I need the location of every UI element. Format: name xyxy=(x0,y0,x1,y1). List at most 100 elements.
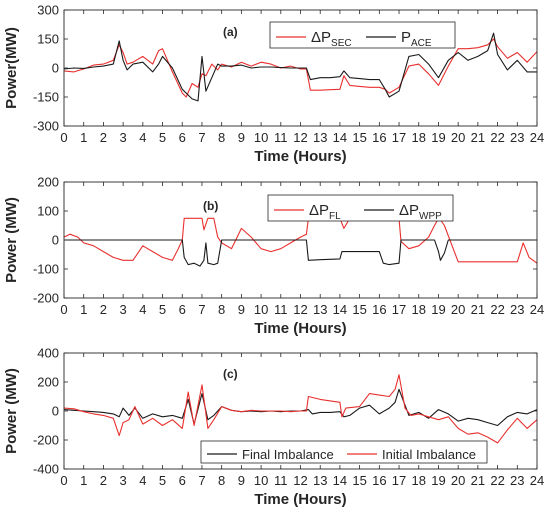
y-tick-label: 200 xyxy=(37,375,59,390)
x-tick-label: 3 xyxy=(120,473,127,488)
x-tick-label: 0 xyxy=(60,302,67,317)
x-tick-label: 6 xyxy=(179,473,186,488)
x-tick-label: 9 xyxy=(238,130,245,145)
x-tick-label: 23 xyxy=(510,302,524,317)
x-tick-label: 22 xyxy=(490,302,504,317)
x-tick-label: 10 xyxy=(254,130,268,145)
series-line--p-wpp xyxy=(64,239,537,267)
legend-entry-label: Final Imbalance xyxy=(242,447,334,462)
legend-entry-label: ΔPWPP xyxy=(399,202,442,222)
x-axis-label: Time (Hours) xyxy=(254,320,346,337)
chart-panel-1: 0 1 2 3 4 5 6 7 8 9 10 11 12 13 14 15 16 17 18 19 20 21 22 23 24… xyxy=(3,3,544,166)
x-tick-label: 11 xyxy=(274,130,288,145)
x-tick-label: 5 xyxy=(159,302,166,317)
y-axis-label: Power (MW) xyxy=(3,197,20,283)
x-tick-label: 17 xyxy=(392,302,406,317)
x-tick-label: 3 xyxy=(120,130,127,145)
x-tick-label: 24 xyxy=(530,473,544,488)
x-tick-label: 15 xyxy=(352,130,366,145)
x-tick-label: 5 xyxy=(159,130,166,145)
x-tick-label: 15 xyxy=(352,302,366,317)
x-tick-label: 4 xyxy=(139,130,146,145)
x-tick-label: 22 xyxy=(490,473,504,488)
x-tick-label: 23 xyxy=(510,130,524,145)
x-tick-label: 12 xyxy=(293,302,307,317)
x-tick-label: 17 xyxy=(392,473,406,488)
chart-panel-3: 0 1 2 3 4 5 6 7 8 9 10 11 12 13 14 15 16 17 18 19 20 21 22 23 24… xyxy=(3,346,544,509)
x-tick-label: 0 xyxy=(60,130,67,145)
x-tick-label: 15 xyxy=(352,473,366,488)
panel-label: (a) xyxy=(223,25,238,39)
x-tick-label: 0 xyxy=(60,473,67,488)
series-line--p-sec xyxy=(63,38,538,98)
x-axis-label: Time (Hours) xyxy=(254,148,346,165)
y-tick-label: 0 xyxy=(52,61,59,76)
x-tick-label: 19 xyxy=(431,130,445,145)
series-line-initial-imbalance xyxy=(63,374,538,444)
y-tick-label: -200 xyxy=(33,433,59,448)
y-tick-label: 0 xyxy=(52,404,59,419)
x-tick-label: 18 xyxy=(412,473,426,488)
series-line--p-fl xyxy=(63,217,538,264)
x-tick-label: 10 xyxy=(254,473,268,488)
y-tick-label: 0 xyxy=(52,233,59,248)
legend-entry-label: ΔPSEC xyxy=(311,29,352,49)
y-tick-label: 100 xyxy=(37,204,59,219)
y-tick-label: -100 xyxy=(33,262,59,277)
x-tick-label: 9 xyxy=(238,473,245,488)
legend-box xyxy=(267,194,454,222)
x-tick-label: 8 xyxy=(218,302,225,317)
legend-entry-label: ΔPFL xyxy=(309,202,341,222)
x-tick-label: 19 xyxy=(431,473,445,488)
y-tick-label: -400 xyxy=(33,462,59,477)
legend-entry-label: PACE xyxy=(401,29,432,49)
x-tick-label: 16 xyxy=(372,473,386,488)
x-tick-label: 14 xyxy=(333,302,347,317)
x-axis-label: Time (Hours) xyxy=(254,491,346,508)
legend-box xyxy=(200,440,488,464)
x-tick-label: 14 xyxy=(333,473,347,488)
x-tick-label: 18 xyxy=(412,130,426,145)
x-tick-label: 16 xyxy=(372,130,386,145)
x-tick-label: 20 xyxy=(451,302,465,317)
x-tick-label: 7 xyxy=(198,473,205,488)
x-tick-label: 11 xyxy=(274,473,288,488)
x-tick-label: 6 xyxy=(179,130,186,145)
x-tick-label: 4 xyxy=(139,302,146,317)
x-tick-label: 4 xyxy=(139,473,146,488)
x-tick-label: 24 xyxy=(530,302,544,317)
y-tick-label: -300 xyxy=(33,119,59,134)
x-tick-label: 7 xyxy=(198,130,205,145)
legend: Final Imbalance Initial Imbalance xyxy=(200,440,488,464)
y-tick-label: 400 xyxy=(37,346,59,361)
y-axis-label: Power(MW) xyxy=(3,27,20,109)
x-tick-label: 9 xyxy=(238,302,245,317)
x-tick-label: 2 xyxy=(100,130,107,145)
y-tick-label: 300 xyxy=(37,3,59,18)
x-tick-label: 13 xyxy=(313,302,327,317)
x-tick-label: 6 xyxy=(179,302,186,317)
x-tick-label: 7 xyxy=(198,302,205,317)
x-tick-label: 12 xyxy=(293,473,307,488)
y-tick-label: -150 xyxy=(33,90,59,105)
x-tick-label: 21 xyxy=(471,302,485,317)
x-tick-label: 24 xyxy=(530,130,544,145)
series-line-p-ace xyxy=(63,32,537,102)
x-tick-label: 11 xyxy=(274,302,288,317)
x-tick-label: 18 xyxy=(412,302,426,317)
x-tick-label: 2 xyxy=(100,473,107,488)
legend-entry-label: Initial Imbalance xyxy=(382,447,476,462)
x-tick-label: 8 xyxy=(218,130,225,145)
y-tick-label: 150 xyxy=(37,32,59,47)
x-tick-label: 20 xyxy=(451,130,465,145)
x-tick-label: 13 xyxy=(313,130,327,145)
x-tick-label: 2 xyxy=(100,302,107,317)
y-axis-label: Power (MW) xyxy=(3,368,20,454)
x-tick-label: 1 xyxy=(80,473,87,488)
x-tick-label: 5 xyxy=(159,473,166,488)
x-tick-label: 13 xyxy=(313,473,327,488)
panel-label: (c) xyxy=(223,367,238,381)
x-tick-label: 20 xyxy=(451,473,465,488)
legend: ΔPFL ΔPWPP xyxy=(267,194,454,222)
x-tick-label: 19 xyxy=(431,302,445,317)
